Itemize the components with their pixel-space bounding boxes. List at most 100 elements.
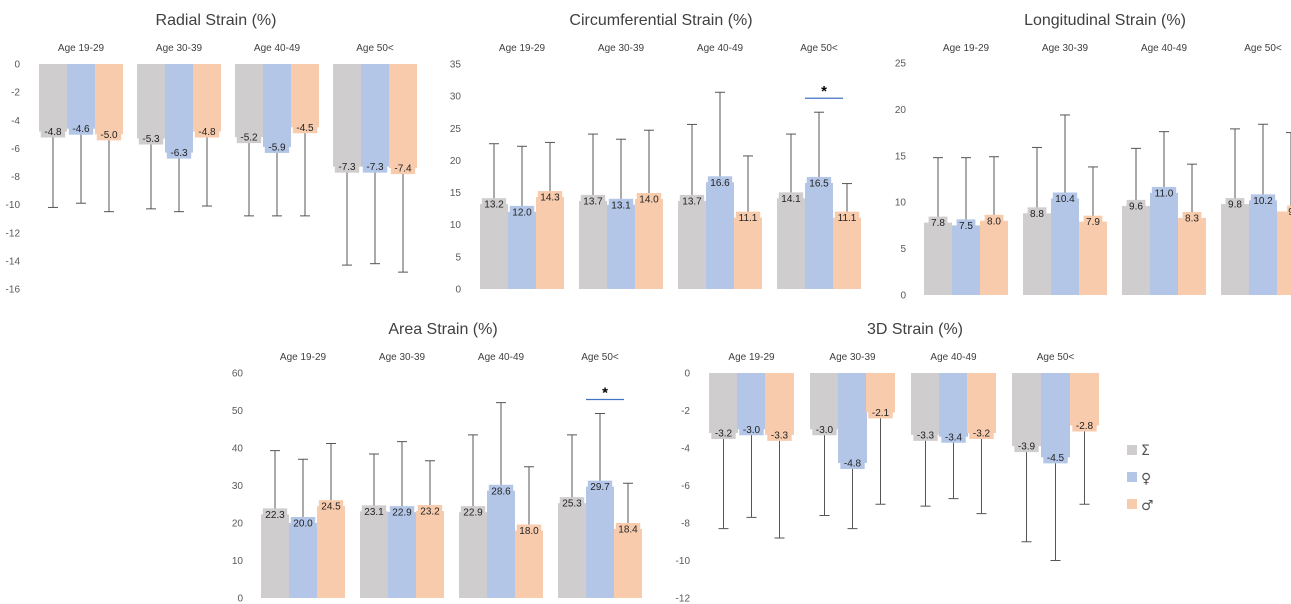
group-label: Age 50< [1244, 43, 1282, 54]
data-label-bg [334, 160, 360, 173]
group-label: Age 40-49 [1141, 43, 1188, 54]
data-label: 9 [1288, 207, 1291, 218]
data-label: -3.2 [973, 429, 991, 440]
chart-title: Radial Strain (%) [156, 12, 277, 29]
y-tick-label: 50 [232, 406, 244, 417]
y-tick-label: -10 [676, 556, 691, 567]
chart-4: Area Strain (%) 60 50 40 30 20 10 0 Age 19-29 22.… [232, 321, 642, 604]
data-label: 22.9 [463, 508, 483, 519]
y-tick-label: -2 [11, 88, 20, 99]
y-tick-label: -4 [681, 444, 690, 455]
bar-female [737, 373, 766, 430]
data-label: 16.5 [809, 178, 829, 189]
y-tick-label: 30 [232, 481, 244, 492]
legend-swatch-female [1127, 472, 1137, 482]
group-label: Age 19-29 [499, 43, 546, 54]
bar-female [1150, 192, 1178, 295]
data-label-bg [679, 194, 705, 207]
data-label-bg [236, 131, 262, 144]
group-label: Age 19-29 [58, 43, 105, 54]
data-label: 18.4 [618, 525, 638, 536]
bar-all [709, 373, 738, 433]
data-label: 22.3 [265, 510, 285, 521]
y-tick-label: -14 [6, 256, 21, 267]
bar-all [911, 373, 940, 435]
bar-male [95, 64, 123, 135]
group-label: Age 40-49 [254, 43, 301, 54]
bar-all [1012, 373, 1041, 447]
data-label-bg [1225, 198, 1245, 211]
data-label-bg [1083, 215, 1103, 228]
data-label: -4.8 [44, 127, 62, 138]
chart-title: Area Strain (%) [388, 321, 497, 338]
data-label: -6.3 [170, 148, 188, 159]
y-tick-label: -12 [676, 594, 691, 604]
y-tick-label: 40 [232, 444, 244, 455]
data-label-bg [68, 122, 94, 135]
data-label-bg [488, 484, 514, 497]
data-label-bg [138, 132, 164, 145]
data-label: 7.9 [1086, 217, 1100, 228]
y-tick-label: 60 [232, 369, 244, 380]
data-label: -3.9 [1018, 442, 1036, 453]
data-label-bg [390, 162, 416, 175]
data-label-bg [941, 430, 966, 443]
data-label-bg [417, 505, 443, 517]
y-tick-label: 35 [450, 60, 462, 71]
data-label: 16.6 [710, 178, 730, 189]
bar-female [706, 182, 734, 289]
data-label-bg [264, 140, 290, 153]
data-label: 23.1 [364, 507, 384, 518]
data-label-bg [559, 497, 585, 510]
data-label-bg [509, 205, 535, 218]
data-label-bg [166, 146, 192, 159]
data-label: -3.4 [945, 432, 963, 443]
data-label: 7.5 [959, 221, 973, 232]
y-tick-label: 5 [455, 252, 461, 263]
data-label-bg [984, 214, 1004, 227]
data-label-bg [362, 160, 388, 173]
y-tick-label: -4 [11, 116, 20, 127]
data-label-bg [1014, 440, 1039, 453]
data-label-bg [481, 198, 507, 211]
bar-all [39, 64, 67, 132]
bar-female [939, 373, 968, 437]
data-label-bg [389, 506, 415, 519]
data-label: -2.1 [872, 408, 890, 419]
data-label-bg [1126, 199, 1146, 212]
significance-star: * [602, 385, 608, 402]
bar-all [1023, 213, 1051, 295]
group-label: Age 50< [800, 43, 838, 54]
group-label: Age 19-29 [280, 352, 327, 363]
charts-layer: Radial Strain (%) 0 -2 -4 -6 -8 -10 -12 -14 -16 Ag… [6, 12, 1291, 604]
bar-female [607, 204, 635, 289]
y-tick-label: 15 [895, 151, 907, 162]
data-label: -4.5 [1047, 453, 1065, 464]
bar-all [459, 512, 487, 598]
data-label: -5.0 [100, 130, 118, 141]
data-label-bg [840, 457, 865, 469]
group-label: Age 30-39 [598, 43, 645, 54]
data-label: -3.2 [715, 429, 733, 440]
bar-male [614, 529, 642, 598]
data-label-bg [262, 508, 288, 521]
bar-female [487, 490, 515, 598]
legend-symbol-all: Σ [1141, 443, 1150, 459]
group-label: Age 19-29 [943, 43, 990, 54]
bar-male [765, 373, 794, 435]
y-tick-label: -12 [6, 228, 21, 239]
data-label: 13.2 [484, 200, 504, 211]
bar-female [165, 64, 193, 153]
bar-all [678, 200, 706, 289]
y-tick-label: 0 [455, 285, 461, 296]
legend-swatch-all [1127, 445, 1137, 455]
bar-all [924, 222, 952, 295]
data-label: 14.1 [781, 194, 801, 205]
bar-female [67, 64, 95, 129]
legend-item-all: Σ [1127, 443, 1150, 459]
data-label: 8.8 [1030, 209, 1044, 220]
data-label-bg [868, 406, 893, 419]
legend: Σ ♀ ♂ [1127, 443, 1154, 514]
data-label-bg [516, 524, 542, 537]
group-label: Age 50< [581, 352, 619, 363]
